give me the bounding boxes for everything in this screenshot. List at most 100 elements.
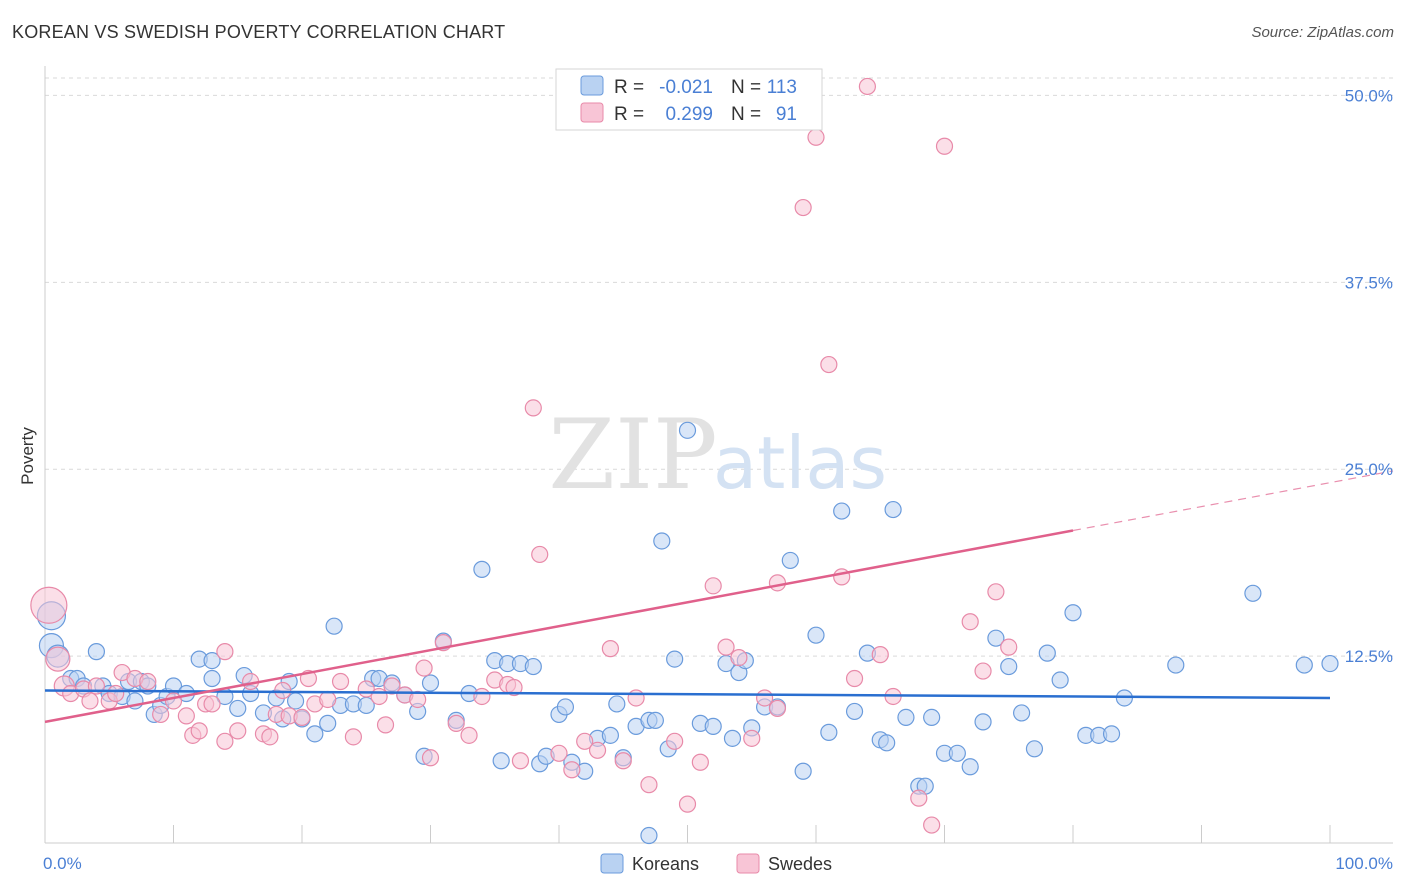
point-koreans (845, 702, 864, 721)
trend-line-dashed-swedes (1072, 470, 1394, 532)
point-swedes (177, 707, 195, 725)
top-legend: R = -0.021 N = 113 R = 0.299 N = 91 (555, 68, 823, 131)
point-swedes (460, 726, 478, 744)
point-swedes (845, 669, 864, 688)
y-tick-label: 50.0% (1345, 86, 1393, 105)
point-swedes (588, 741, 607, 759)
point-swedes (344, 728, 362, 746)
point-koreans (878, 734, 896, 752)
watermark-atlas: atlas (713, 421, 887, 505)
point-swedes (743, 729, 761, 747)
legend-n-label-koreans: N = (731, 77, 761, 98)
point-swedes (627, 689, 645, 707)
point-swedes (511, 752, 530, 770)
point-swedes (203, 695, 221, 713)
point-koreans (640, 826, 658, 845)
point-swedes (229, 722, 247, 740)
legend-swatch-koreans (580, 75, 604, 96)
point-koreans (794, 762, 812, 780)
point-swedes (910, 789, 928, 807)
trend-lines (44, 470, 1394, 724)
point-swedes (81, 692, 99, 710)
point-swedes (164, 692, 183, 710)
point-swedes (139, 672, 157, 691)
point-koreans (1051, 671, 1069, 689)
legend-r-label-koreans: R = (614, 77, 644, 98)
point-swedes (505, 678, 523, 697)
legend-n-label-swedes: N = (731, 104, 761, 125)
y-tick-label: 12.5% (1345, 647, 1393, 666)
point-koreans (229, 699, 247, 718)
point-koreans (1025, 740, 1044, 758)
y-tick-label: 25.0% (1345, 460, 1393, 479)
bottom-legend-swatch-koreans (600, 853, 624, 874)
point-swedes (961, 613, 979, 631)
point-swedes (935, 137, 954, 155)
point-koreans (646, 711, 664, 729)
point-swedes (531, 545, 549, 564)
point-swedes (601, 640, 620, 658)
point-koreans (1102, 725, 1121, 743)
point-swedes (319, 690, 337, 709)
point-swedes (473, 687, 491, 706)
point-swedes (447, 714, 465, 732)
point-koreans (666, 650, 684, 668)
x-tick-label: 0.0% (43, 854, 82, 873)
point-swedes (107, 684, 125, 703)
point-koreans (203, 669, 221, 688)
point-koreans (556, 698, 575, 716)
point-swedes (152, 705, 170, 724)
point-koreans (1321, 654, 1339, 673)
point-koreans (723, 729, 742, 747)
trend-line-koreans (44, 689, 1331, 700)
point-swedes (524, 399, 542, 417)
point-koreans (781, 551, 799, 570)
legend-r-value-koreans: -0.021 (659, 77, 713, 98)
point-swedes (640, 776, 658, 794)
point-koreans (1064, 604, 1082, 622)
legend-r-label-swedes: R = (614, 104, 644, 125)
legend-n-value-koreans: 113 (767, 77, 797, 98)
point-swedes (717, 638, 735, 656)
point-koreans (203, 651, 221, 670)
point-swedes (794, 198, 812, 217)
point-koreans (678, 421, 697, 439)
point-koreans (524, 657, 542, 676)
point-koreans (1038, 644, 1056, 662)
bottom-legend: Koreans Swedes (600, 853, 832, 874)
point-koreans (1000, 657, 1018, 676)
point-koreans (820, 723, 838, 741)
point-koreans (492, 752, 510, 770)
legend-r-value-swedes: 0.299 (665, 104, 713, 125)
point-koreans (653, 532, 671, 550)
legend-n-value-swedes: 91 (776, 104, 797, 125)
point-koreans (325, 617, 343, 635)
point-koreans (473, 560, 491, 578)
point-swedes (678, 795, 697, 813)
point-koreans (1167, 656, 1185, 674)
point-koreans (608, 695, 626, 713)
point-koreans (884, 500, 902, 519)
point-koreans (987, 629, 1005, 647)
point-swedes (704, 577, 722, 595)
point-swedes (216, 643, 234, 661)
point-swedes (576, 732, 594, 750)
point-koreans (421, 674, 440, 692)
x-tick-label: 100.0% (1335, 854, 1393, 873)
point-swedes (376, 716, 395, 734)
point-swedes (614, 752, 632, 770)
point-koreans (1244, 584, 1262, 602)
trend-line-swedes (44, 529, 1074, 724)
point-koreans (286, 692, 305, 710)
point-koreans (87, 643, 106, 661)
point-swedes (768, 699, 787, 718)
point-swedes (383, 677, 401, 695)
point-swedes (30, 586, 68, 624)
point-swedes (691, 753, 709, 771)
point-koreans (833, 502, 851, 520)
point-swedes (274, 681, 292, 700)
point-swedes (807, 128, 825, 146)
point-swedes (666, 732, 684, 750)
chart-title: KOREAN VS SWEDISH POVERTY CORRELATION CH… (12, 22, 506, 42)
bottom-legend-swatch-swedes (736, 853, 760, 874)
